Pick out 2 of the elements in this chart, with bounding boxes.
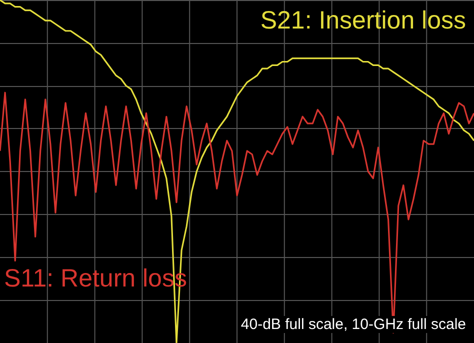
series-label: S21: Insertion loss [260, 6, 466, 34]
annotation: 40-dB full scale, 10-GHz full scale [240, 316, 466, 333]
